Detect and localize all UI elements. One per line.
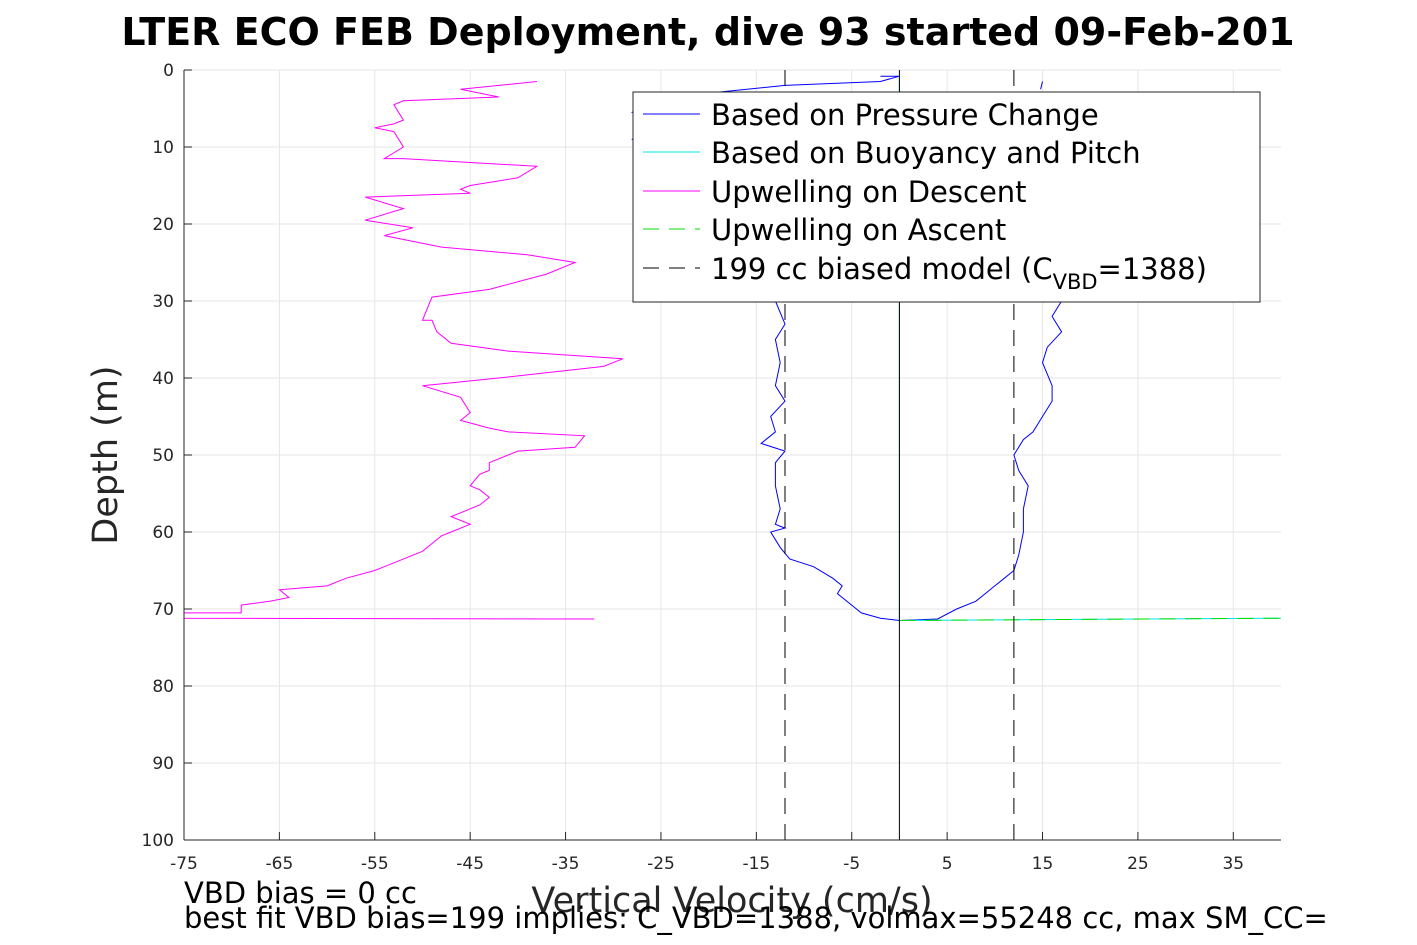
legend-label-model-end: =1388) <box>1098 252 1207 286</box>
x-tick-label: 25 <box>1127 854 1149 874</box>
legend-label-pressure: Based on Pressure Change <box>711 98 1099 132</box>
x-tick-label: 15 <box>1032 854 1054 874</box>
x-tick-label: -25 <box>647 854 675 874</box>
x-tick-label: -15 <box>742 854 770 874</box>
y-tick-label: 90 <box>152 754 174 774</box>
legend-label-model: 199 cc biased model (CVBD=1388) <box>711 252 1207 294</box>
chart-title: LTER ECO FEB Deployment, dive 93 started… <box>121 10 1294 54</box>
y-tick-label: 20 <box>152 215 174 235</box>
annotation-best-fit: best fit VBD bias=199 implies: C_VBD=138… <box>184 901 1328 935</box>
y-tick-label: 100 <box>142 831 174 851</box>
series-line-4 <box>899 617 1282 621</box>
x-tick-label: -35 <box>552 854 580 874</box>
x-tick-label: -75 <box>170 854 198 874</box>
y-tick-label: 40 <box>152 369 174 389</box>
y-tick-label: 70 <box>152 600 174 620</box>
series-line-1 <box>1040 81 1043 90</box>
legend: Based on Pressure Change Based on Buoyan… <box>632 91 1261 303</box>
x-tick-label: 35 <box>1222 854 1244 874</box>
legend-label-model-sub: VBD <box>1053 270 1098 294</box>
y-axis-label: Depth (m) <box>86 365 126 544</box>
legend-label-buoyancy: Based on Buoyancy and Pitch <box>711 136 1141 170</box>
y-tick-label: 0 <box>163 61 174 81</box>
x-axis-label: Vertical Velocity (cm/s) <box>531 881 932 921</box>
annotation-vbd-bias: VBD bias = 0 cc <box>184 876 417 910</box>
x-tick-label: -65 <box>266 854 294 874</box>
legend-label-model-main: 199 cc biased model (C <box>711 252 1053 286</box>
y-tick-label: 50 <box>152 446 174 466</box>
series-line-3 <box>183 81 623 620</box>
legend-label-descent: Upwelling on Descent <box>711 175 1027 209</box>
legend-label-ascent: Upwelling on Ascent <box>711 213 1006 247</box>
y-tick-label: 10 <box>152 138 174 158</box>
y-tick-label: 30 <box>152 292 174 312</box>
y-tick-label: 80 <box>152 677 174 697</box>
x-tick-label: -5 <box>843 854 860 874</box>
x-tick-label: -45 <box>456 854 484 874</box>
x-tick-label: 5 <box>942 854 953 874</box>
y-tick-label: 60 <box>152 523 174 543</box>
x-tick-label: -55 <box>361 854 389 874</box>
axes: -75 -65 -55 -45 -35 -25 -15 -5 5 15 25 350102030405… <box>142 61 1281 874</box>
